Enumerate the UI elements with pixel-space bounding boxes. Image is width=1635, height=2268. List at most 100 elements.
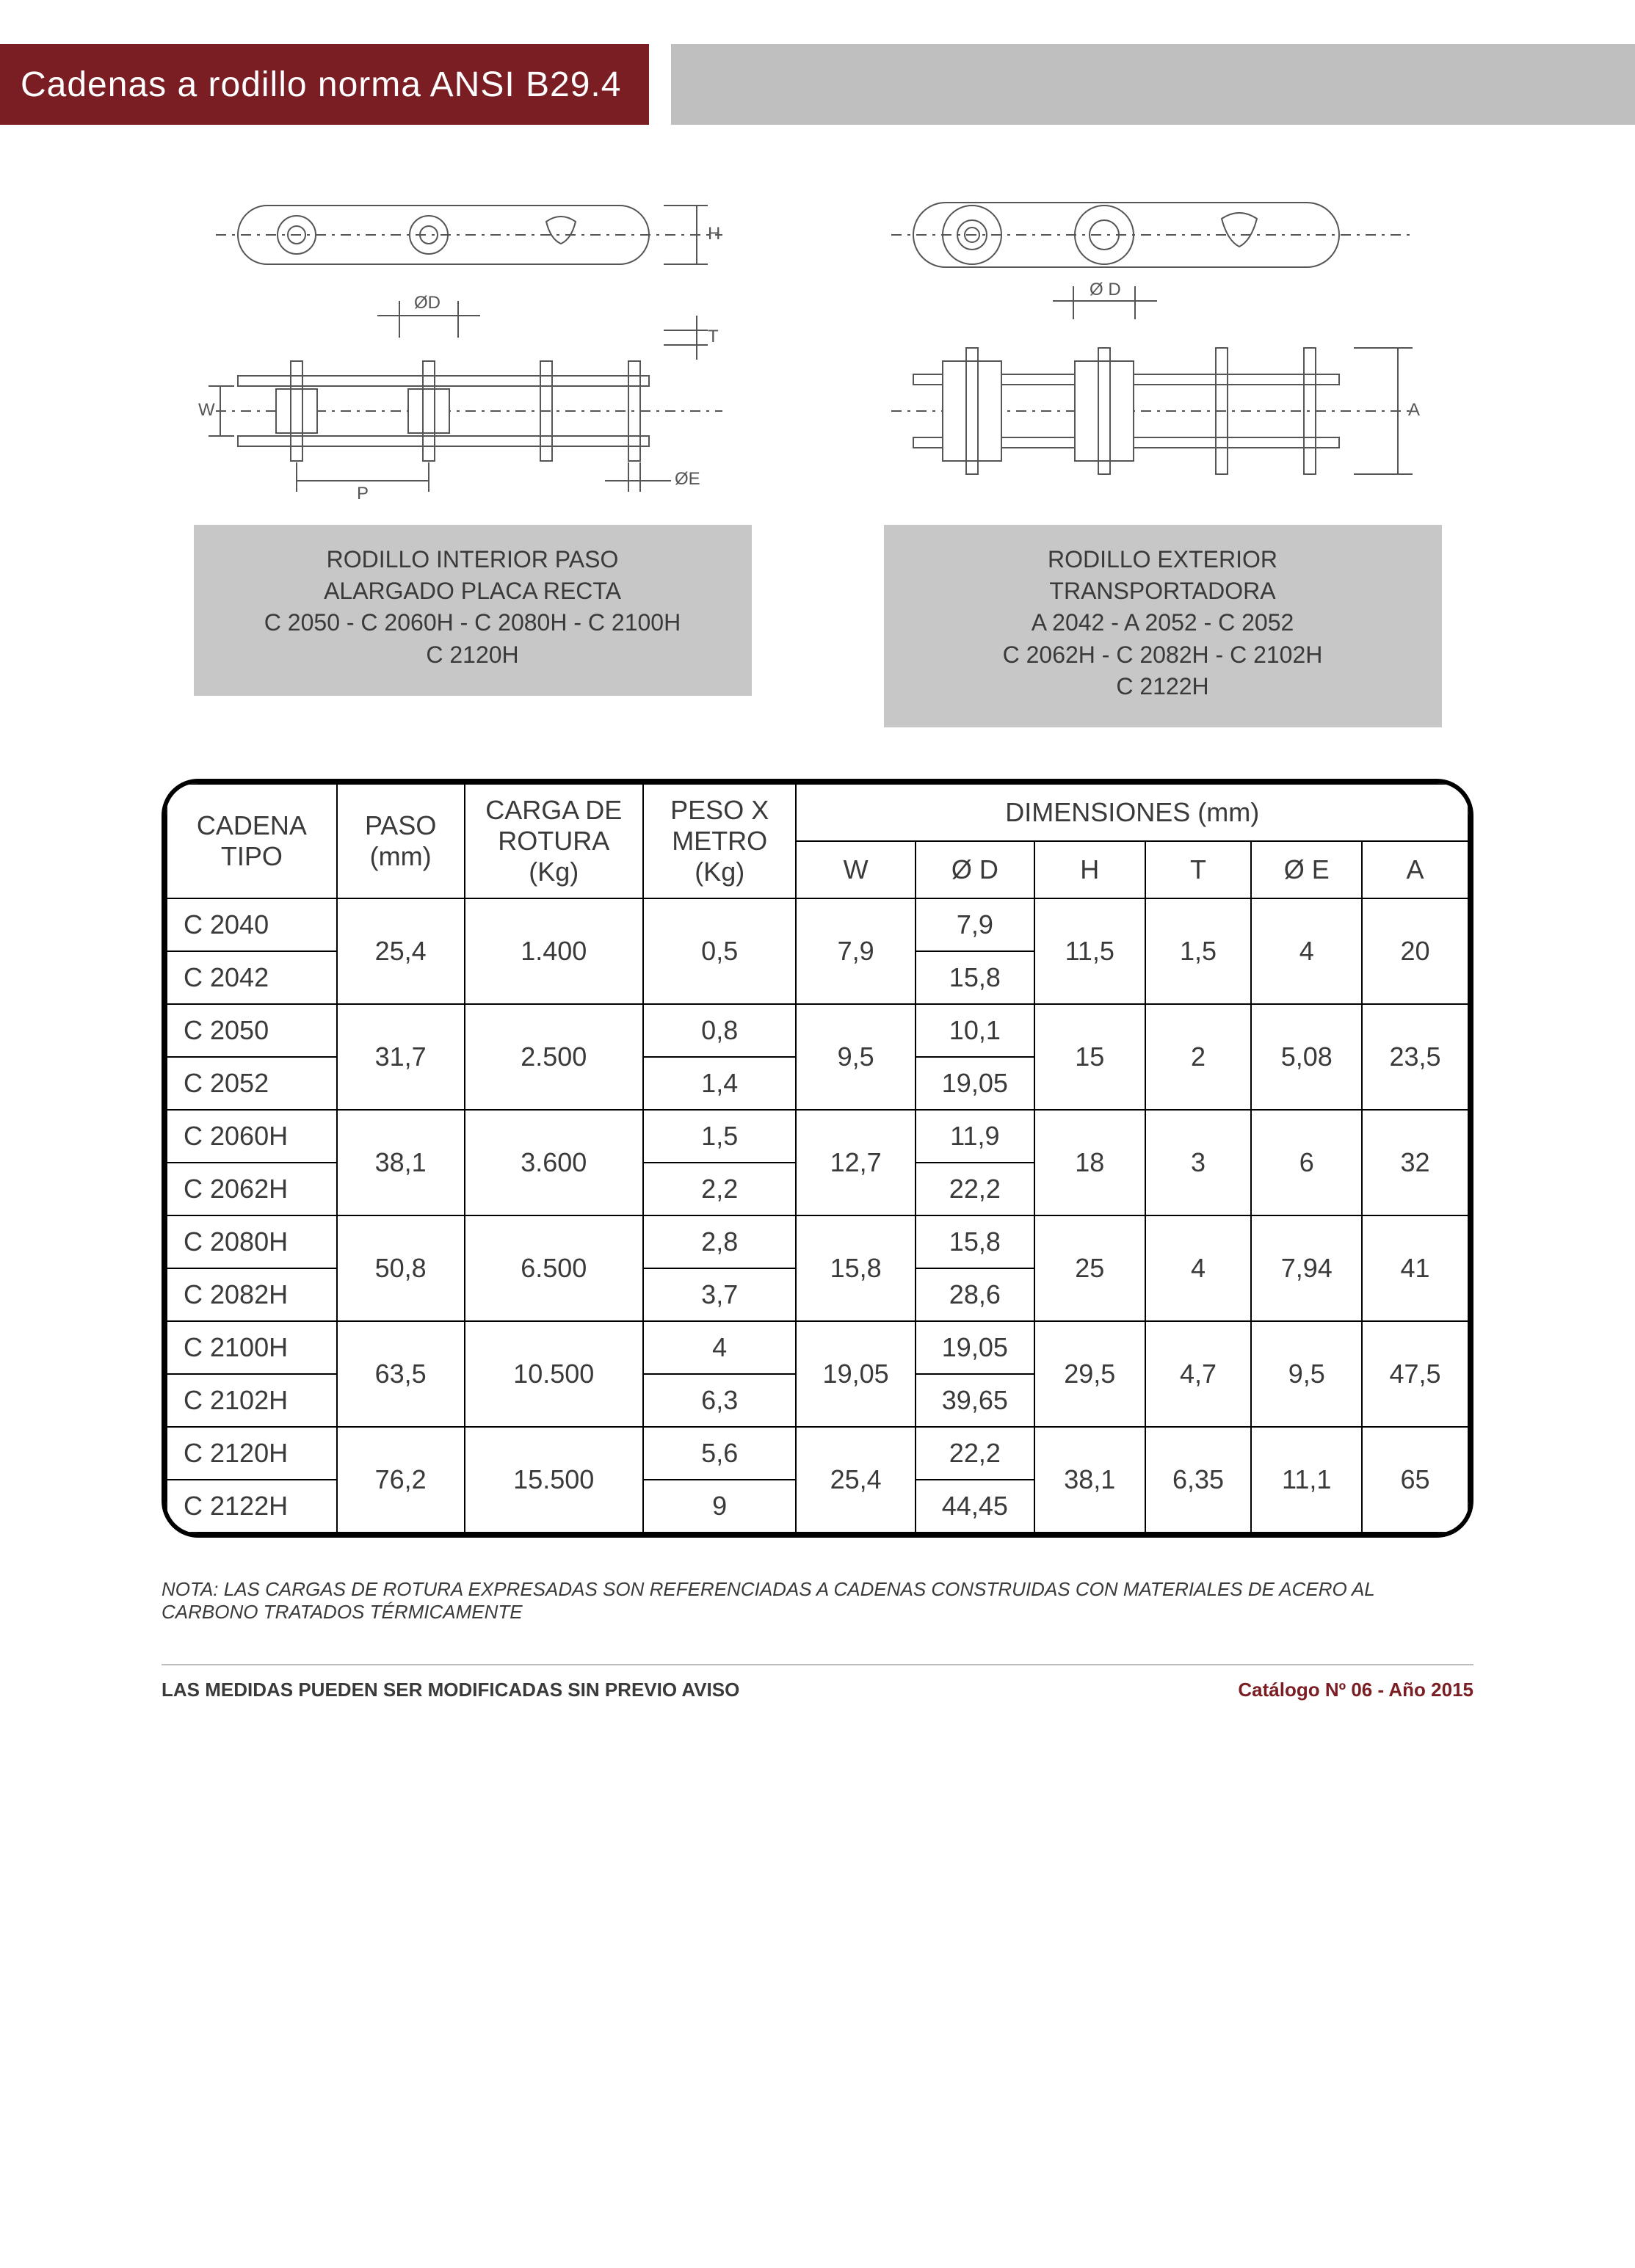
table-cell: 19,05 [916, 1321, 1034, 1374]
dim-label-t: T [708, 327, 719, 346]
table-cell: C 2060H [167, 1110, 337, 1163]
caption-line: C 2062H - C 2082H - C 2102H [906, 639, 1420, 671]
table-head: CADENA TIPO PASO (mm) CARGA DE ROTURA (K… [167, 784, 1468, 898]
table-row: C 204025,41.4000,57,97,911,51,5420 [167, 898, 1468, 951]
table-cell: 15,8 [916, 1215, 1034, 1268]
table-cell: C 2100H [167, 1321, 337, 1374]
footer-right: Catálogo Nº 06 - Año 2015 [1238, 1679, 1473, 1701]
table-cell: 11,5 [1034, 898, 1145, 1004]
hdr-w: W [796, 841, 915, 898]
table-cell: 5,08 [1251, 1004, 1362, 1110]
table-cell: 0,5 [643, 898, 797, 1004]
table-cell: 50,8 [337, 1215, 465, 1321]
table-cell: 6 [1251, 1110, 1362, 1215]
table-cell: 25,4 [796, 1427, 915, 1533]
table-cell: 25 [1034, 1215, 1145, 1321]
table-cell: 0,8 [643, 1004, 797, 1057]
table-cell: 32 [1362, 1110, 1468, 1215]
table-cell: C 2122H [167, 1480, 337, 1533]
table-body: C 204025,41.4000,57,97,911,51,5420C 2042… [167, 898, 1468, 1533]
table-cell: 9 [643, 1480, 797, 1533]
table-cell: C 2080H [167, 1215, 337, 1268]
caption-line: ALARGADO PLACA RECTA [216, 575, 730, 607]
hdr-h: H [1034, 841, 1145, 898]
title-bar-grey [671, 44, 1635, 125]
hdr-a: A [1362, 841, 1468, 898]
table-cell: 10.500 [465, 1321, 643, 1427]
table-cell: 29,5 [1034, 1321, 1145, 1427]
hdr-t: T [1145, 841, 1252, 898]
hdr-oe: Ø E [1251, 841, 1362, 898]
dim-label-p: P [357, 484, 369, 504]
table-cell: 63,5 [337, 1321, 465, 1427]
table-cell: C 2042 [167, 951, 337, 1004]
table-cell: C 2052 [167, 1057, 337, 1110]
diagram-right-svg: Ø D A [884, 191, 1442, 506]
table-cell: 6,3 [643, 1374, 797, 1427]
caption-line: C 2120H [216, 639, 730, 671]
table-row: C 2100H63,510.500419,0519,0529,54,79,547… [167, 1321, 1468, 1374]
table-cell: C 2082H [167, 1268, 337, 1321]
table-cell: 12,7 [796, 1110, 915, 1215]
page-title: Cadenas a rodillo norma ANSI B29.4 [0, 44, 649, 125]
table-cell: 3.600 [465, 1110, 643, 1215]
dim-label-a: A [1408, 400, 1420, 420]
hdr-dimensiones: DIMENSIONES (mm) [796, 784, 1468, 841]
diagram-right-caption: RODILLO EXTERIOR TRANSPORTADORA A 2042 -… [884, 525, 1442, 727]
page-content: H ØD T [0, 191, 1635, 1701]
table-cell: 20 [1362, 898, 1468, 1004]
spec-table: CADENA TIPO PASO (mm) CARGA DE ROTURA (K… [166, 783, 1469, 1533]
table-cell: C 2050 [167, 1004, 337, 1057]
table-cell: 11,1 [1251, 1427, 1362, 1533]
table-cell: 23,5 [1362, 1004, 1468, 1110]
table-cell: 2,8 [643, 1215, 797, 1268]
diagram-row: H ØD T [162, 191, 1473, 727]
table-cell: 1,5 [643, 1110, 797, 1163]
table-cell: 6.500 [465, 1215, 643, 1321]
dim-label-oe: ØE [675, 469, 700, 489]
table-cell: 65 [1362, 1427, 1468, 1533]
hdr-peso: PESO X METRO (Kg) [643, 784, 797, 898]
table-cell: 9,5 [1251, 1321, 1362, 1427]
table-cell: 25,4 [337, 898, 465, 1004]
caption-line: TRANSPORTADORA [906, 575, 1420, 607]
table-cell: 4,7 [1145, 1321, 1252, 1427]
note-text: NOTA: LAS CARGAS DE ROTURA EXPRESADAS SO… [162, 1578, 1473, 1624]
table-cell: 1,4 [643, 1057, 797, 1110]
table-cell: 7,94 [1251, 1215, 1362, 1321]
dim-label-h: H [708, 224, 720, 244]
table-cell: 3 [1145, 1110, 1252, 1215]
table-cell: 15,8 [916, 951, 1034, 1004]
dim-label-w: W [198, 400, 215, 420]
caption-line: RODILLO INTERIOR PASO [216, 544, 730, 575]
table-cell: 19,05 [796, 1321, 915, 1427]
table-cell: 41 [1362, 1215, 1468, 1321]
table-row: C 205031,72.5000,89,510,11525,0823,5 [167, 1004, 1468, 1057]
table-cell: 38,1 [1034, 1427, 1145, 1533]
caption-line: A 2042 - A 2052 - C 2052 [906, 607, 1420, 639]
table-cell: 5,6 [643, 1427, 797, 1480]
table-cell: 1.400 [465, 898, 643, 1004]
page-footer: LAS MEDIDAS PUEDEN SER MODIFICADAS SIN P… [162, 1664, 1473, 1701]
table-cell: 2.500 [465, 1004, 643, 1110]
table-cell: 19,05 [916, 1057, 1034, 1110]
hdr-carga: CARGA DE ROTURA (Kg) [465, 784, 643, 898]
table-cell: 6,35 [1145, 1427, 1252, 1533]
table-cell: 15 [1034, 1004, 1145, 1110]
table-cell: 44,45 [916, 1480, 1034, 1533]
table-cell: C 2120H [167, 1427, 337, 1480]
table-row: C 2080H50,86.5002,815,815,82547,9441 [167, 1215, 1468, 1268]
caption-line: C 2050 - C 2060H - C 2080H - C 2100H [216, 607, 730, 639]
dim-label-od-right: Ø D [1090, 280, 1121, 299]
table-cell: 7,9 [916, 898, 1034, 951]
table-cell: 4 [1251, 898, 1362, 1004]
table-cell: 22,2 [916, 1163, 1034, 1215]
diagram-left-block: H ØD T [194, 191, 752, 727]
table-cell: 39,65 [916, 1374, 1034, 1427]
table-cell: 1,5 [1145, 898, 1252, 1004]
table-cell: 31,7 [337, 1004, 465, 1110]
caption-line: C 2122H [906, 671, 1420, 702]
diagram-left-svg: H ØD T [194, 191, 752, 506]
table-cell: 22,2 [916, 1427, 1034, 1480]
hdr-paso: PASO (mm) [337, 784, 465, 898]
